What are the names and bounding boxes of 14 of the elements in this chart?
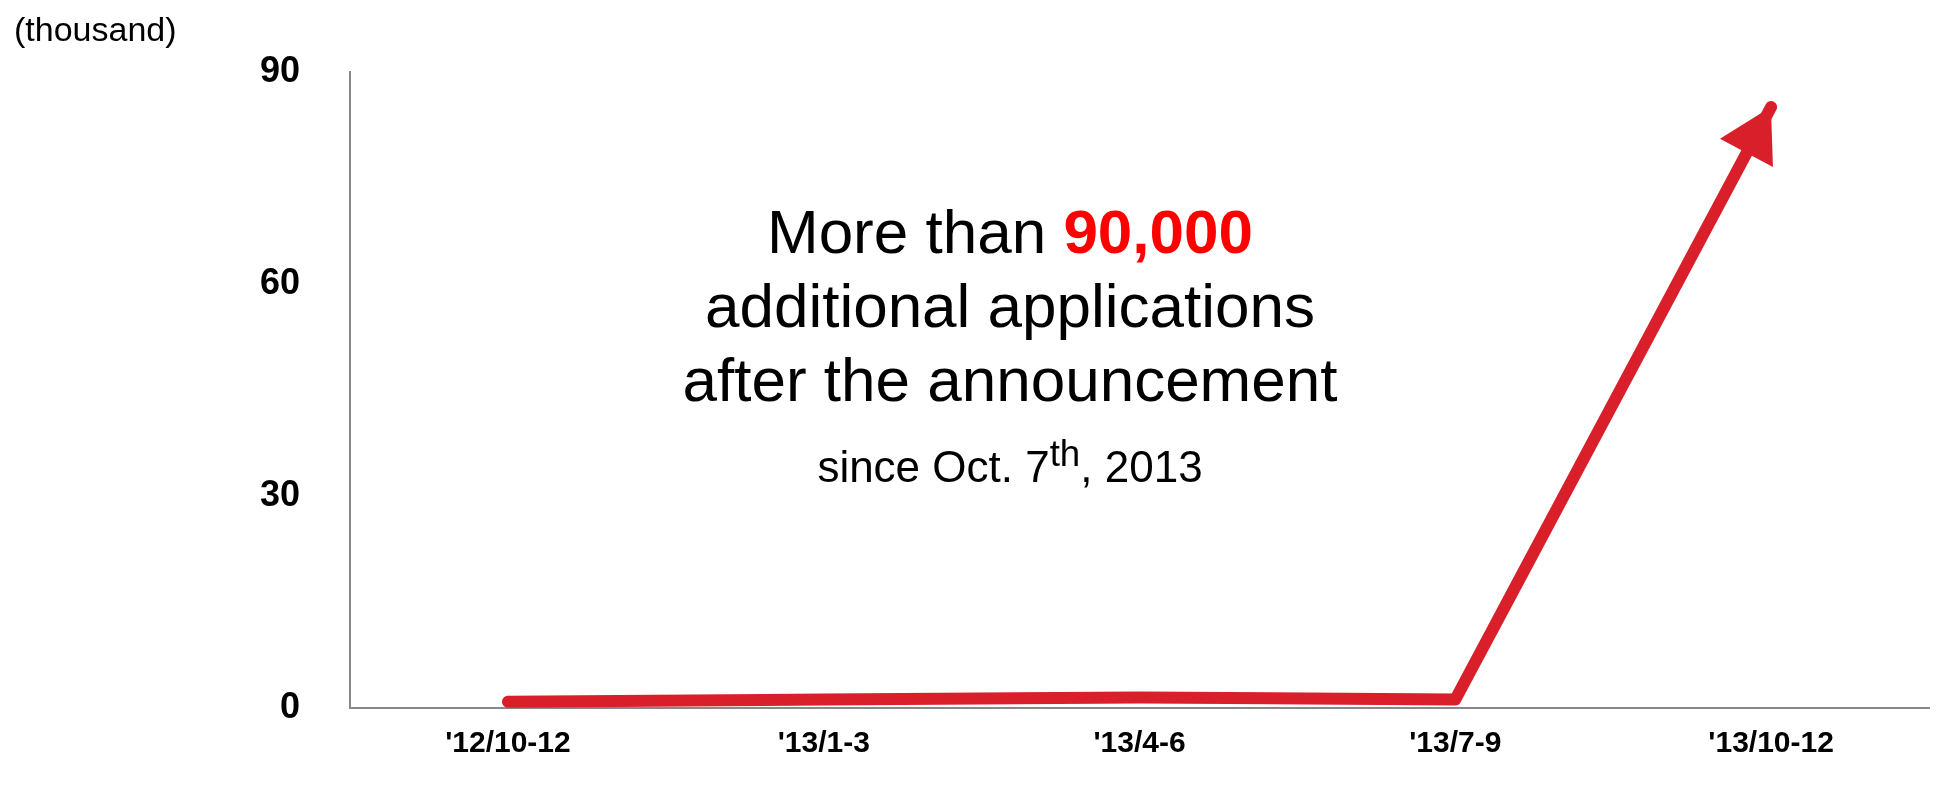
x-tick-label: '13/7-9: [1409, 725, 1502, 759]
y-tick-label: 90: [260, 48, 301, 90]
annotation: More than 90,000: [766, 197, 1254, 266]
annotation: additional applications: [703, 270, 1317, 342]
x-tick-label: '13/1-3: [777, 725, 870, 759]
y-tick-label: 0: [280, 684, 301, 726]
x-tick-label: '13/4-6: [1093, 725, 1186, 759]
y-tick-label: 30: [260, 472, 301, 514]
y-tick-label: 60: [260, 260, 301, 302]
y-axis-title: (thousand): [14, 10, 177, 49]
x-tick-label: '13/10-12: [1708, 725, 1834, 759]
annotation: after the announcement: [681, 344, 1339, 416]
annotation: since Oct. 7$^{th}$, 2013: [816, 432, 1204, 493]
x-tick-label: '12/10-12: [445, 725, 571, 759]
